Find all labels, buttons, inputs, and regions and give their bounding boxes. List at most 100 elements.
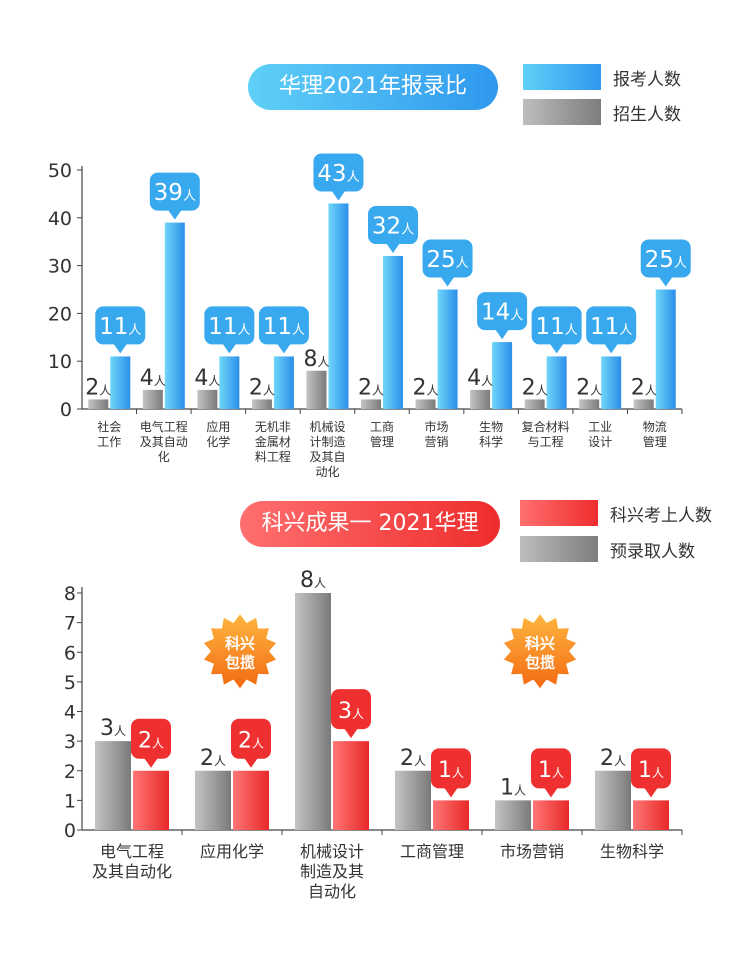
chart2-y-tick-label: 4 [64, 702, 76, 724]
prelim-swatch [520, 536, 598, 562]
chart1-y-tick-label: 20 [48, 303, 72, 325]
chart1-applicants-bar [219, 356, 240, 409]
chart2-x-tick-label: 生物科学 [600, 842, 664, 861]
chart1-applicants-bar [110, 356, 131, 409]
chart2-prelim-value: 2人 [200, 746, 226, 771]
chart1-applicants-bubble-tip [549, 343, 564, 354]
chart2-x-tick-label: 制造及其 [300, 862, 364, 881]
kexing-legend-label: 科兴考上人数 [610, 505, 712, 526]
chart2-prelim-value: 8人 [300, 568, 326, 593]
chart2-prelim-bar [95, 741, 131, 830]
chart1-x-tick-label: 料工程 [255, 449, 291, 464]
chart2-x-tick-label: 工商管理 [400, 842, 464, 861]
chart1-admitted-value: 4人 [467, 366, 493, 391]
chart1-applicants-bubble-tip [222, 343, 237, 354]
chart1-admitted-value: 2人 [249, 375, 275, 400]
chart1-applicants-bubble-value: 11人 [99, 314, 141, 340]
chart1-admitted-value: 2人 [631, 375, 657, 400]
chart1-applicants-bubble-value: 25人 [426, 247, 468, 273]
chart1-admitted-bar [361, 399, 381, 409]
chart2-y-tick-label: 3 [64, 731, 76, 753]
chart1-applicants-bubble-tip [440, 276, 455, 287]
chart1-x-tick-label: 营销 [425, 435, 449, 449]
chart2-kexing-bubble-tip [344, 728, 358, 739]
chart1-applicants-bubble-value: 11人 [535, 314, 577, 340]
chart1-admitted-bar [251, 399, 272, 409]
chart2-kexing-bubble-value: 1人 [638, 758, 664, 783]
chart1-y-tick-label: 30 [48, 256, 72, 278]
chart2-kexing-bubble [131, 718, 171, 759]
chart1-y-tick-label: 10 [48, 351, 72, 373]
chart2-prelim-bar [395, 770, 431, 830]
applicants-legend-label: 报考人数 [613, 69, 681, 90]
chart1-applicants-bar [546, 356, 567, 409]
chart1-x-tick-label: 电气工程 [140, 419, 188, 434]
chart1-x-tick-label: 工业 [588, 420, 612, 434]
chart1-applicants-bubble-value: 11人 [590, 314, 632, 340]
chart1-applicants-bar [437, 289, 458, 409]
chart2-title: 科兴成果一 2021华理 [240, 501, 500, 547]
chart1-x-tick-label: 金属材 [255, 434, 291, 449]
chart1-applicants-bubble [258, 306, 309, 345]
chart1-applicants-bar [655, 289, 676, 409]
chart1-admitted-bar [197, 389, 218, 409]
chart1-applicants-bar [328, 203, 349, 409]
chart1-applicants-bubble [586, 306, 637, 345]
chart1-x-tick-label: 计制造 [309, 435, 345, 449]
chart1-y-tick-label: 40 [48, 208, 72, 230]
chart1-admitted-value: 2人 [358, 375, 384, 400]
chart1-admitted-value: 2人 [576, 375, 602, 400]
chart1-applicants-bar [164, 222, 185, 409]
chart2-y-tick-label: 2 [64, 761, 76, 783]
chart1-applicants-bubble [531, 306, 582, 345]
chart1-applicants-bubble-value: 32人 [372, 213, 414, 239]
chart2-y-tick-label: 0 [64, 820, 76, 842]
chart1-x-tick-label: 动化 [315, 465, 339, 479]
chart1-x-tick-label: 与工程 [528, 434, 564, 449]
chart2-y-tick-label: 7 [64, 613, 76, 635]
chart2-x-tick-label: 应用化学 [200, 842, 264, 861]
chart1-admitted-bar [633, 399, 654, 409]
chart1-admitted-bar [524, 399, 545, 409]
chart2-kexing-bubble [431, 748, 471, 789]
chart1-x-tick-label: 管理 [643, 434, 667, 449]
chart1-applicants-bubble [95, 306, 146, 345]
chart1-applicants-bubble-tip [167, 209, 182, 220]
chart2-kexing-bar [133, 770, 169, 830]
chart1-legend-applicants: 报考人数 [523, 64, 681, 90]
chart1-applicants-bubble-tip [386, 243, 400, 254]
chart2-y-tick-label: 8 [64, 583, 76, 605]
kexing-sweep-badge-text: 包揽 [525, 653, 555, 671]
chart1-admitted-value: 2人 [522, 375, 548, 400]
chart2-prelim-value: 2人 [600, 746, 626, 771]
chart2-kexing-bubble [531, 748, 571, 789]
chart1-x-tick-label: 化 [158, 450, 170, 464]
chart1-admitted-bar [142, 389, 163, 409]
chart1-x-tick-label: 设计 [588, 435, 612, 449]
chart2-kexing-bubble-tip [244, 757, 258, 768]
chart1-applicants-bubble-value: 39人 [154, 180, 196, 206]
chart1-x-tick-label: 市场 [425, 419, 449, 434]
chart1-x-tick-label: 机械设 [309, 419, 345, 434]
chart2-y-tick-label: 5 [64, 672, 76, 694]
chart1-x-tick-label: 科学 [479, 434, 503, 449]
chart2-kexing-bar [533, 800, 569, 830]
chart1-admitted-bar [306, 370, 327, 409]
chart2-kexing-bubble-value: 2人 [138, 729, 164, 754]
admitted-legend-label: 招生人数 [613, 104, 681, 125]
chart1-applicants-bubble [313, 153, 364, 192]
chart2-y-tick-label: 1 [64, 790, 76, 812]
chart2-prelim-bar [595, 770, 631, 830]
chart2-prelim-bar [295, 593, 331, 830]
chart1-applicants-bar [273, 356, 294, 409]
chart1-x-tick-label: 无机非 [255, 420, 291, 434]
chart1-x-tick-label: 工商 [370, 419, 394, 434]
chart1-applicants-bar [601, 356, 622, 409]
chart1-applicants-bubble [204, 306, 255, 345]
chart2-kexing-bubble-tip [444, 787, 458, 798]
chart1-applicants-bubble-tip [658, 276, 673, 287]
chart2-x-tick-label: 及其自动化 [92, 862, 172, 881]
chart2-kexing-bubble-value: 1人 [438, 758, 464, 783]
chart2-kexing-bubble-tip [544, 787, 558, 798]
chart2-kexing-bubble [631, 748, 671, 789]
